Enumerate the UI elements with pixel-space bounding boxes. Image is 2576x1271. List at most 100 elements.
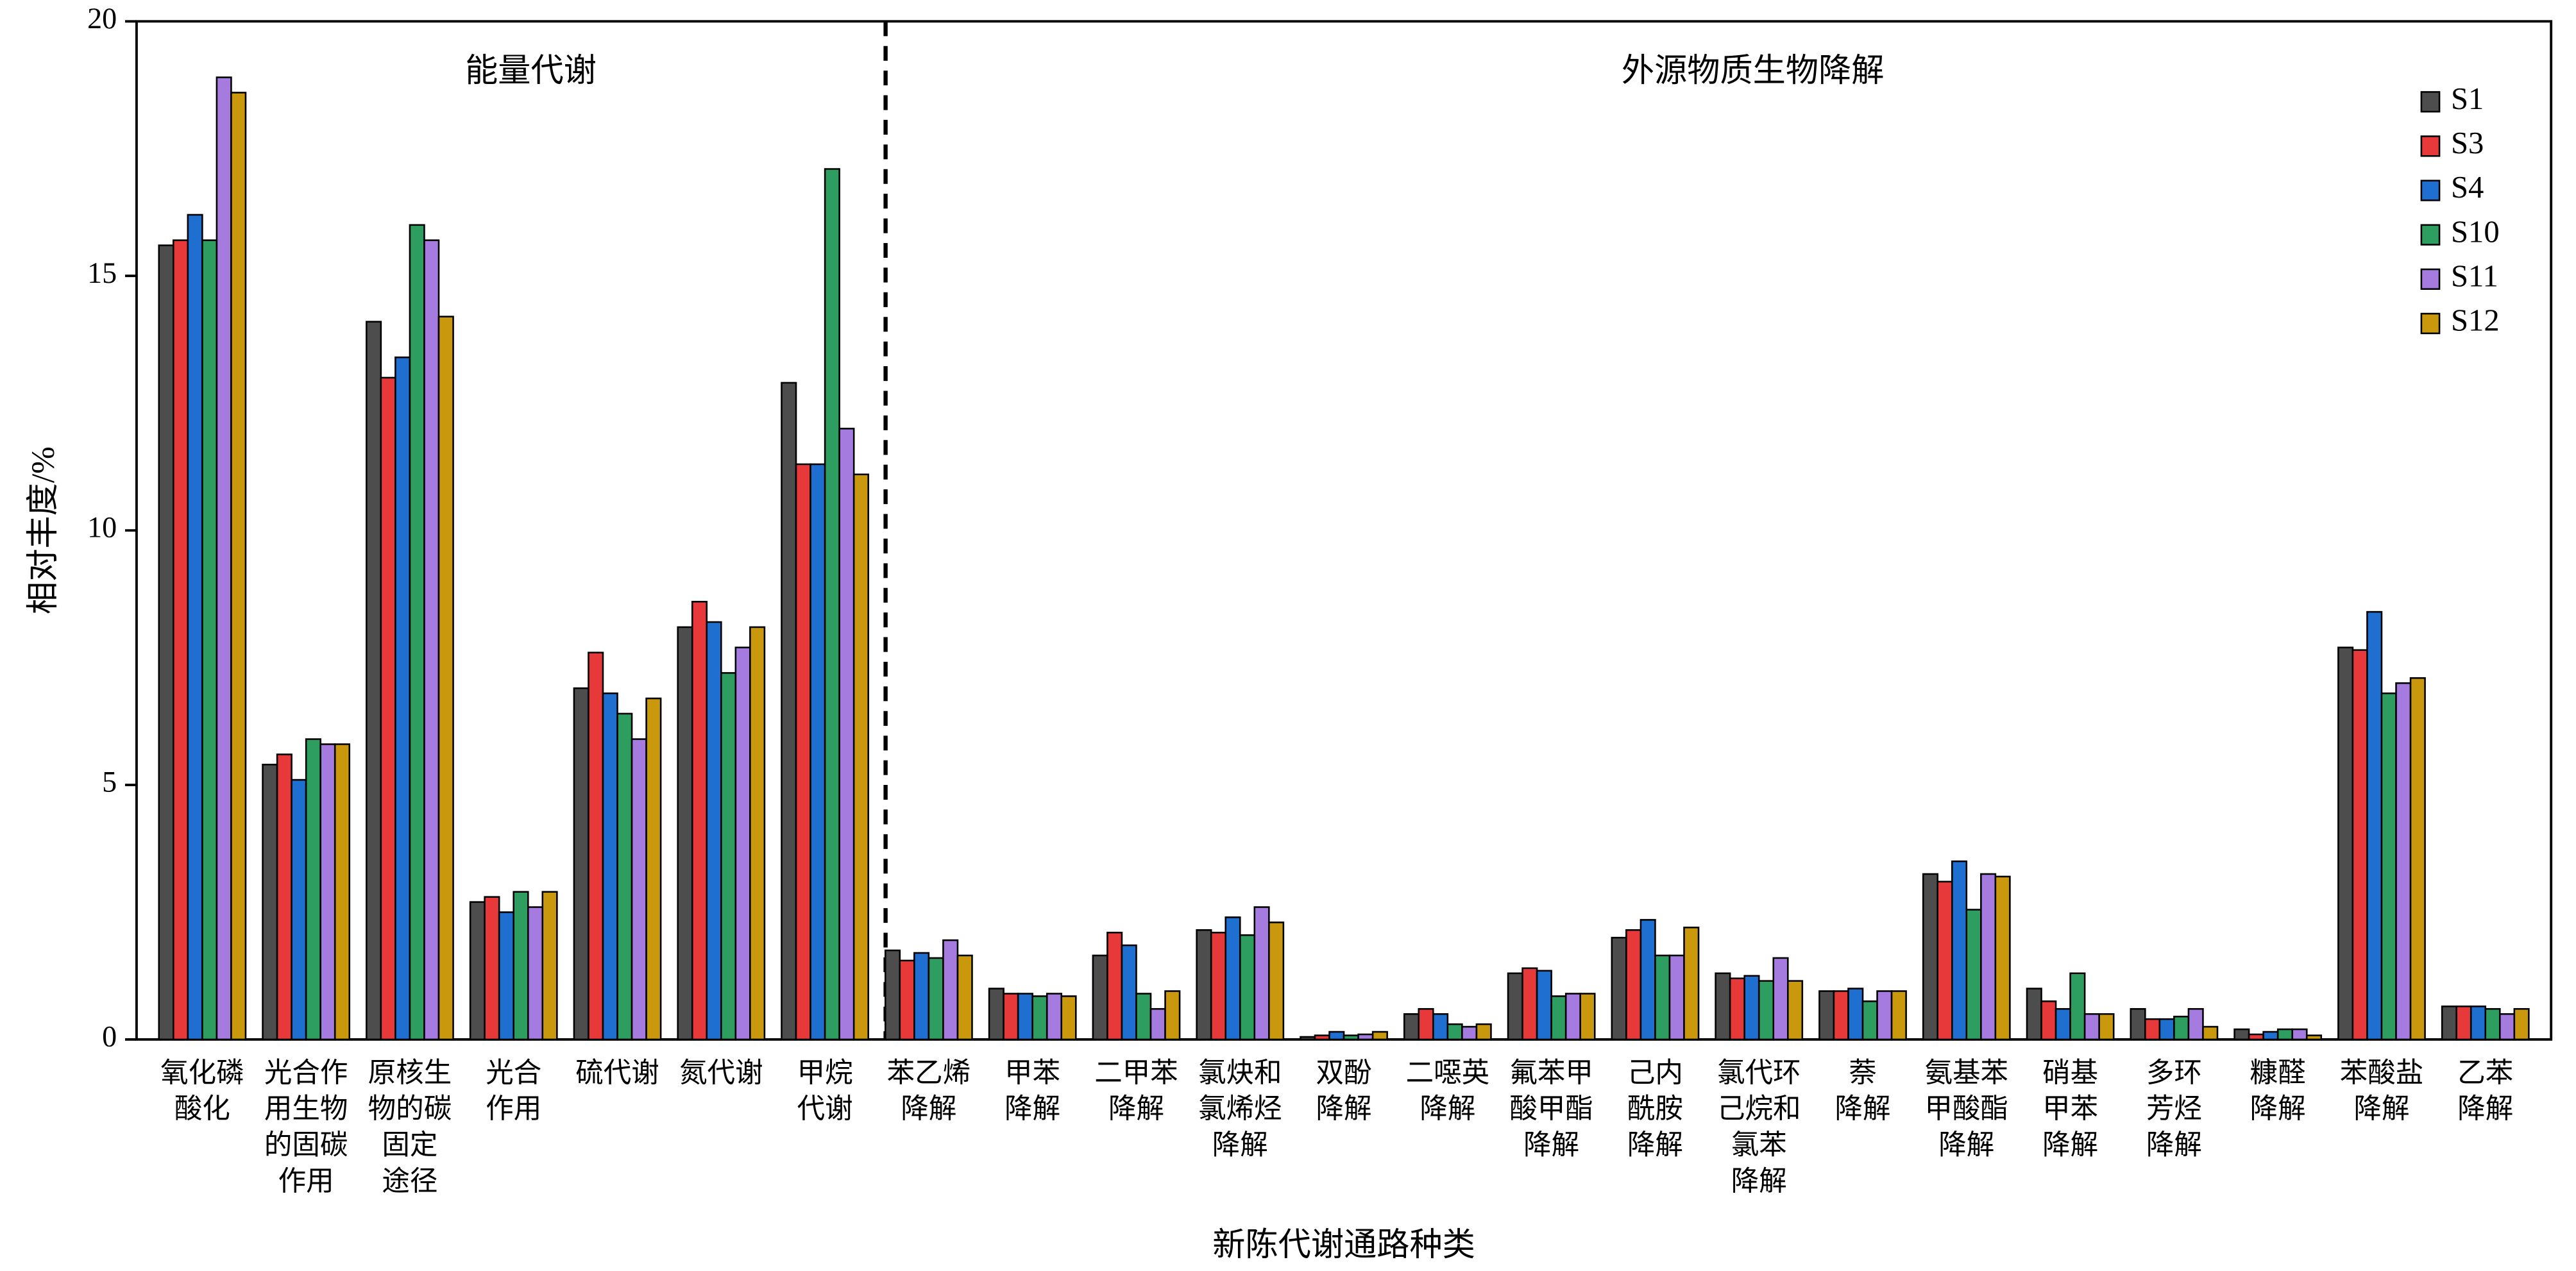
bar: [394, 356, 411, 1041]
bar: [230, 92, 247, 1041]
x-tick-label: 双酚降解: [1316, 1057, 1372, 1124]
bar: [1936, 880, 1953, 1041]
section-label: 外源物质生物降解: [1622, 53, 1885, 89]
bar: [1861, 1000, 1878, 1041]
y-tick-label: 10: [87, 511, 117, 544]
bar: [2262, 1031, 2279, 1041]
bar: [956, 954, 973, 1041]
bar: [838, 428, 855, 1041]
bar: [573, 687, 589, 1041]
bar: [437, 316, 454, 1041]
legend-swatch: [2420, 312, 2441, 335]
bar: [334, 743, 351, 1041]
bar: [158, 244, 174, 1041]
bar: [262, 763, 278, 1041]
bar: [852, 473, 869, 1041]
bar: [201, 239, 218, 1041]
bar: [2291, 1028, 2308, 1041]
bar: [2366, 610, 2383, 1041]
section-label: 能量代谢: [465, 53, 597, 89]
legend-swatch: [2420, 180, 2441, 201]
legend-label: S1: [2451, 81, 2484, 116]
bar: [2276, 1028, 2293, 1041]
bar: [1149, 1008, 1166, 1041]
bar: [2083, 1013, 2100, 1041]
bar: [291, 779, 307, 1041]
x-tick-label: 硫代谢: [575, 1057, 659, 1088]
bar: [1640, 919, 1656, 1041]
legend-swatch: [2420, 91, 2441, 113]
bar: [942, 939, 959, 1041]
bar: [1135, 993, 1152, 1041]
bar: [677, 626, 693, 1041]
bar: [2351, 649, 2368, 1041]
bar: [1683, 927, 1700, 1041]
bar: [1046, 993, 1063, 1041]
bar: [2380, 692, 2397, 1041]
bar: [749, 626, 766, 1041]
bar: [1371, 1031, 1388, 1041]
bar: [781, 382, 797, 1041]
bar: [1715, 972, 1731, 1041]
bar: [809, 463, 826, 1041]
bar: [319, 743, 336, 1041]
bar: [1743, 975, 1760, 1041]
bar: [1418, 1008, 1434, 1041]
legend-label: S10: [2451, 214, 2500, 249]
bar: [645, 697, 662, 1041]
bar: [1951, 860, 1968, 1041]
x-tick-label: 二甲苯降解: [1094, 1057, 1178, 1124]
bar: [469, 901, 486, 1041]
bar: [484, 896, 500, 1041]
legend-label: S4: [2451, 170, 2484, 205]
bar: [1536, 970, 1552, 1041]
x-tick-label: 氧化磷酸化: [160, 1057, 244, 1124]
x-tick-label: 氯炔和氯烯烃降解: [1198, 1057, 1282, 1161]
bar: [1343, 1034, 1359, 1041]
bar: [1300, 1036, 1316, 1041]
bar: [380, 376, 396, 1041]
bar: [513, 891, 529, 1041]
bar: [2441, 1006, 2457, 1041]
bar: [1994, 875, 2011, 1041]
bar: [2040, 1000, 2057, 1041]
bar: [2055, 1008, 2071, 1041]
bar: [276, 753, 292, 1041]
bar: [1403, 1013, 1420, 1041]
bar: [824, 168, 840, 1041]
bar: [1980, 873, 1997, 1041]
x-axis-title: 新陈代谢通路种类: [1212, 1227, 1475, 1263]
x-tick-label: 苯乙烯降解: [887, 1057, 971, 1124]
bar: [720, 672, 737, 1041]
bar: [2409, 677, 2426, 1041]
bar: [1787, 980, 1804, 1041]
x-tick-label: 多环芳烃降解: [2146, 1057, 2202, 1161]
bar: [498, 911, 515, 1041]
x-tick-label: 硝基甲苯降解: [2042, 1057, 2098, 1161]
bar: [1461, 1025, 1478, 1041]
bar: [1357, 1033, 1374, 1041]
bar: [2130, 1008, 2146, 1041]
legend-label: S11: [2451, 258, 2498, 293]
bar: [1564, 993, 1581, 1041]
bar: [1922, 873, 1939, 1041]
bar: [1268, 922, 1285, 1041]
bar: [305, 738, 321, 1041]
bar: [2337, 646, 2354, 1041]
bar: [409, 224, 425, 1041]
bar: [2069, 972, 2086, 1041]
x-tick-label: 甲苯降解: [1004, 1057, 1060, 1124]
bar: [706, 621, 722, 1041]
x-tick-label: 光合作用生物的固碳作用: [264, 1057, 348, 1197]
bar: [1654, 954, 1671, 1041]
x-tick-label: 苯酸盐降解: [2340, 1057, 2424, 1124]
x-tick-label: 甲烷代谢: [797, 1057, 853, 1124]
bar: [1314, 1034, 1330, 1041]
bar: [187, 214, 203, 1041]
y-tick-label: 15: [87, 257, 117, 289]
bar: [602, 692, 618, 1041]
legend-label: S12: [2451, 303, 2500, 338]
y-tick-label: 20: [87, 2, 117, 35]
bar: [1017, 993, 1033, 1041]
bar: [2455, 1006, 2472, 1041]
